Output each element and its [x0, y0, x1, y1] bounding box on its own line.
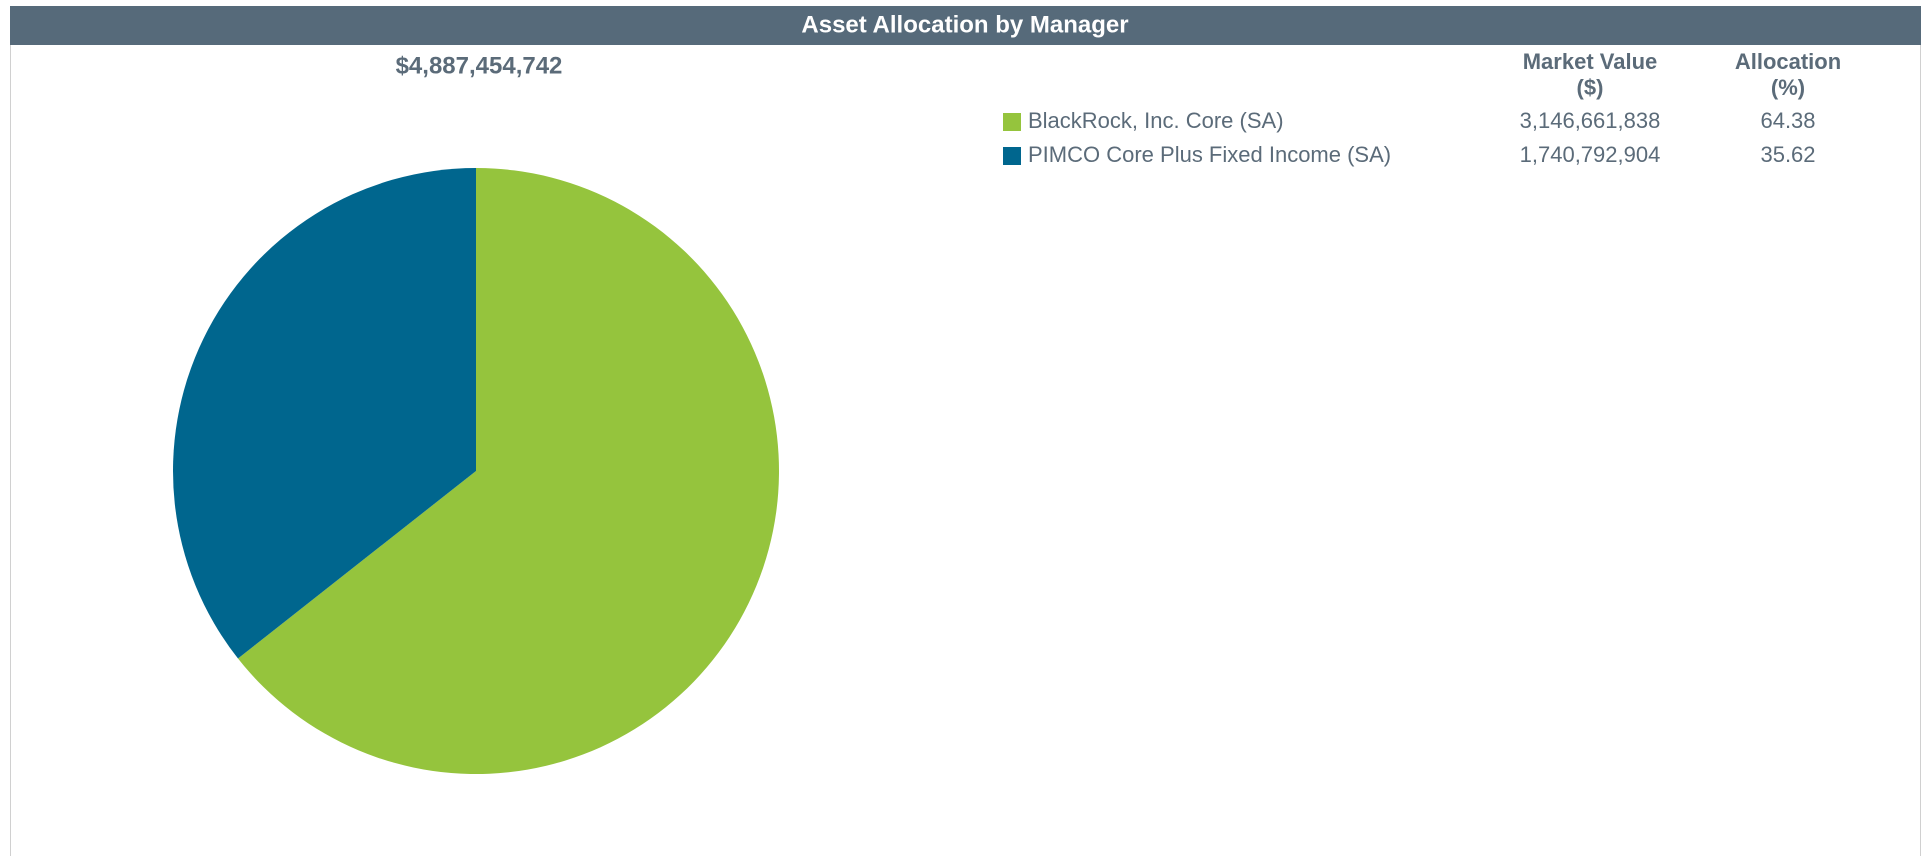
allocation: 35.62	[1760, 142, 1815, 167]
market-value: 3,146,661,838	[1520, 108, 1661, 133]
column-header: ($)	[1577, 75, 1604, 100]
header-bar	[10, 6, 1921, 45]
total-value: $4,887,454,742	[396, 52, 563, 79]
column-header: (%)	[1771, 75, 1805, 100]
legend-label: BlackRock, Inc. Core (SA)	[1028, 108, 1284, 133]
pie-slice	[173, 168, 476, 659]
column-header: Market Value	[1523, 49, 1658, 74]
legend-swatch	[1003, 147, 1021, 165]
chart-title: Asset Allocation by Manager	[801, 11, 1128, 38]
legend-swatch	[1003, 113, 1021, 131]
pie-slice	[237, 168, 780, 775]
allocation: 64.38	[1760, 108, 1815, 133]
column-header: Allocation	[1735, 49, 1841, 74]
legend-label: PIMCO Core Plus Fixed Income (SA)	[1028, 142, 1391, 167]
market-value: 1,740,792,904	[1520, 142, 1661, 167]
